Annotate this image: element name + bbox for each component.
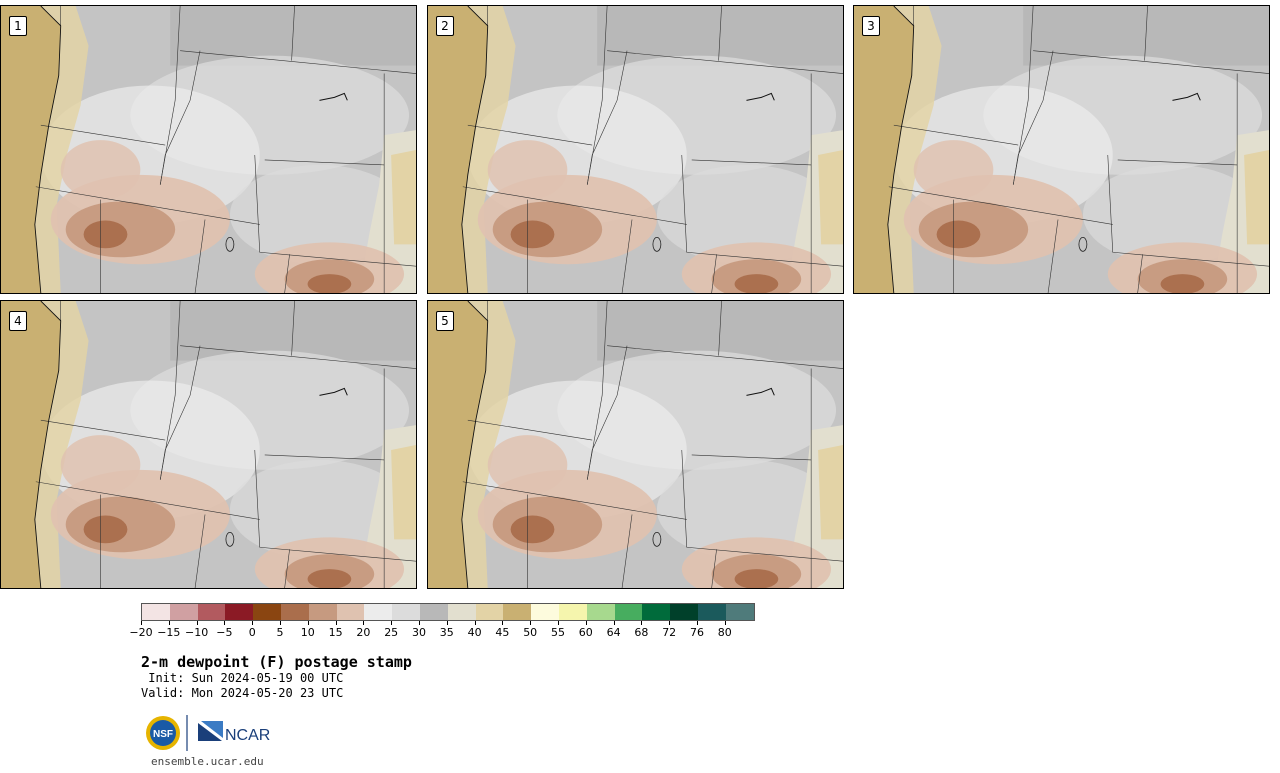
colorbar-swatch	[225, 604, 254, 620]
colorbar-tick-mark	[141, 621, 142, 625]
colorbar-tick-mark	[669, 621, 671, 625]
colorbar-swatch	[558, 604, 587, 620]
panel-number-label: 3	[862, 16, 880, 36]
colorbar-tick-label: 5	[276, 626, 284, 639]
colorbar-tick-label: 72	[662, 626, 677, 639]
colorbar-ticks: −20 −15 −10 −5 0 5 10 15 20 25 30 35 40 45 50 55 60 64 68 7…	[129, 621, 781, 641]
dewpoint-field	[428, 6, 843, 293]
colorbar-tick-label: −10	[184, 626, 209, 639]
panel-number-label: 5	[436, 311, 454, 331]
map-panel-4: 4	[0, 300, 417, 589]
colorbar-tick-label: 10	[300, 626, 315, 639]
footer-url[interactable]: ensemble.ucar.edu	[151, 755, 264, 768]
logos: NSF NCAR	[145, 713, 285, 753]
map-panel-2: 2	[427, 5, 844, 294]
colorbar-tick-mark	[391, 621, 393, 625]
colorbar-swatch	[725, 604, 754, 620]
panel-number-label: 4	[9, 311, 27, 331]
plot-title: 2-m dewpoint (F) postage stamp	[141, 653, 412, 671]
colorbar-tick-label: 50	[523, 626, 538, 639]
colorbar-swatch	[697, 604, 726, 620]
colorbar-tick-mark	[613, 621, 615, 625]
colorbar-swatch	[364, 604, 393, 620]
colorbar-tick-label: 30	[412, 626, 426, 639]
colorbar-tick-label: 68	[634, 626, 649, 639]
colorbar-tick-mark	[641, 621, 643, 625]
colorbar-tick-label: 45	[495, 626, 510, 639]
colorbar-swatch	[392, 604, 420, 620]
colorbar-tick-mark	[224, 621, 226, 625]
dewpoint-field	[854, 6, 1269, 293]
dewpoint-field	[428, 301, 843, 588]
colorbar-tick-mark	[307, 621, 309, 625]
colorbar-tick-mark	[724, 621, 726, 625]
colorbar-swatch	[280, 604, 309, 620]
colorbar-tick-label: 0	[248, 626, 256, 639]
colorbar-tick-label: 60	[578, 626, 593, 639]
colorbar-tick-label: 40	[467, 626, 482, 639]
dewpoint-field	[1, 301, 416, 588]
colorbar-tick-mark	[530, 621, 532, 625]
colorbar-tick-mark	[502, 621, 504, 625]
colorbar-tick-label: 64	[606, 626, 621, 639]
dewpoint-field	[1, 6, 416, 293]
ncar-logo-text: NCAR	[225, 727, 270, 744]
panel-number-label: 2	[436, 16, 454, 36]
map-panel-5: 5	[427, 300, 844, 589]
colorbar-swatch	[586, 604, 615, 620]
colorbar-tick-label: −20	[129, 626, 153, 639]
colorbar-tick-mark	[697, 621, 698, 625]
colorbar-swatch	[197, 604, 226, 620]
colorbar-tick-label: 25	[384, 626, 399, 639]
colorbar-swatch	[531, 604, 559, 620]
colorbar-tick-mark	[196, 621, 198, 625]
colorbar-tick-mark	[168, 621, 170, 625]
colorbar-tick-mark	[585, 621, 587, 625]
colorbar-swatch	[419, 604, 448, 620]
colorbar-swatch	[447, 604, 476, 620]
colorbar-swatch	[253, 604, 281, 620]
colorbar-swatch	[670, 604, 698, 620]
colorbar-tick-mark	[363, 621, 365, 625]
colorbar-swatch	[308, 604, 337, 620]
ncar-logo: NCAR	[198, 721, 270, 744]
colorbar-tick-label: 35	[439, 626, 454, 639]
nsf-logo: NSF	[146, 716, 180, 750]
map-panel-1: 1	[0, 5, 417, 294]
colorbar-swatch	[142, 604, 170, 620]
colorbar-tick-label: 15	[328, 626, 343, 639]
map-panel-3: 3	[853, 5, 1270, 294]
colorbar-tick-mark	[419, 621, 420, 625]
colorbar-tick-mark	[558, 621, 559, 625]
colorbar-tick-mark	[474, 621, 476, 625]
colorbar-swatch	[475, 604, 504, 620]
colorbar-tick-mark	[280, 621, 281, 625]
valid-time: Valid: Mon 2024-05-20 23 UTC	[141, 686, 344, 700]
colorbar-swatch	[336, 604, 365, 620]
dewpoint-colorbar	[141, 603, 755, 621]
colorbar-swatch	[642, 604, 671, 620]
colorbar-swatch	[169, 604, 198, 620]
colorbar-tick-label: −5	[216, 626, 233, 639]
panel-number-label: 1	[9, 16, 27, 36]
colorbar-tick-mark	[335, 621, 337, 625]
colorbar-tick-label: 55	[551, 626, 565, 639]
colorbar-swatch	[503, 604, 532, 620]
colorbar-tick-mark	[252, 621, 254, 625]
init-time: Init: Sun 2024-05-19 00 UTC	[141, 671, 344, 685]
colorbar-tick-label: −15	[157, 626, 181, 639]
colorbar-tick-label: 76	[690, 626, 704, 639]
colorbar-swatch	[614, 604, 643, 620]
colorbar-tick-label: 20	[356, 626, 371, 639]
nsf-logo-text: NSF	[153, 729, 173, 740]
colorbar-tick-mark	[446, 621, 448, 625]
colorbar-tick-label: 80	[717, 626, 732, 639]
